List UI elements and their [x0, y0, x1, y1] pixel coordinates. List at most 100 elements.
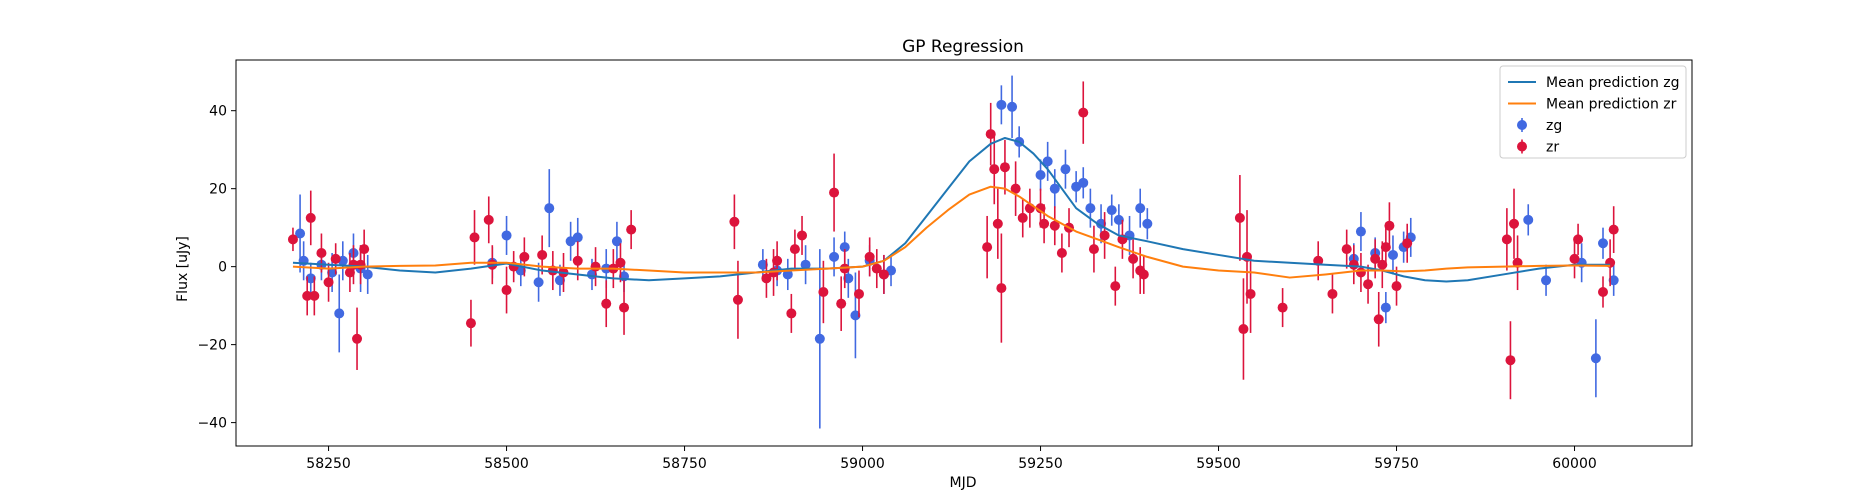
- legend-label: zg: [1546, 118, 1562, 134]
- x-tick-label: 58500: [484, 456, 529, 472]
- data-point: [814, 333, 825, 344]
- data-point: [853, 288, 864, 299]
- legend-label: Mean prediction zg: [1546, 75, 1680, 91]
- x-axis-label: MJD: [950, 475, 977, 491]
- data-point: [1380, 302, 1391, 313]
- data-point: [1327, 288, 1338, 299]
- data-point: [1142, 218, 1153, 229]
- data-point: [1049, 183, 1060, 194]
- data-point: [352, 333, 363, 344]
- data-point: [601, 298, 612, 309]
- data-point: [1035, 170, 1046, 181]
- data-point: [732, 294, 743, 305]
- data-point: [1608, 275, 1619, 286]
- legend-box: [1499, 65, 1687, 159]
- data-point: [1384, 220, 1395, 231]
- data-point: [1039, 218, 1050, 229]
- data-point: [1509, 218, 1520, 229]
- data-point: [1505, 355, 1516, 366]
- data-point: [878, 269, 889, 280]
- data-point: [501, 285, 512, 296]
- data-point: [1238, 324, 1249, 335]
- data-point: [1387, 249, 1398, 260]
- data-point: [818, 286, 829, 297]
- data-point: [843, 273, 854, 284]
- data-point: [839, 242, 850, 253]
- chart-title: GP Regression: [902, 37, 1024, 57]
- legend-label: zr: [1546, 140, 1559, 156]
- y-axis: −40 −20 0 20 40: [197, 104, 236, 432]
- data-point: [789, 244, 800, 255]
- data-point: [362, 269, 373, 280]
- data-point: [729, 216, 740, 227]
- data-point: [355, 259, 366, 270]
- data-point: [1110, 281, 1121, 292]
- data-point: [800, 259, 811, 270]
- data-point: [554, 275, 565, 286]
- data-point: [611, 236, 622, 247]
- data-point: [1370, 253, 1381, 264]
- data-point: [1590, 353, 1601, 364]
- data-point: [1523, 214, 1534, 225]
- data-point: [323, 277, 334, 288]
- data-point: [302, 290, 313, 301]
- data-point: [309, 290, 320, 301]
- data-point: [334, 308, 345, 319]
- data-point: [1128, 253, 1139, 264]
- data-point: [829, 187, 840, 198]
- data-point: [982, 242, 993, 253]
- data-point: [1608, 224, 1619, 235]
- legend-swatch-marker: [1517, 120, 1527, 130]
- data-point: [829, 251, 840, 262]
- data-point: [989, 164, 1000, 175]
- x-tick-label: 58750: [662, 456, 707, 472]
- y-tick-label: −40: [197, 416, 227, 432]
- data-point: [1106, 205, 1117, 216]
- data-point: [850, 310, 861, 321]
- series-zg: [295, 75, 1619, 429]
- data-point: [1135, 203, 1146, 214]
- data-point: [1341, 244, 1352, 255]
- y-tick-label: 40: [209, 104, 227, 120]
- data-point: [985, 129, 996, 140]
- data-point: [295, 228, 306, 239]
- data-point: [519, 251, 530, 262]
- data-point: [483, 214, 494, 225]
- x-tick-label: 59750: [1374, 456, 1419, 472]
- data-point: [1377, 259, 1388, 270]
- y-tick-label: 0: [218, 260, 227, 276]
- data-point: [797, 230, 808, 241]
- data-point: [836, 298, 847, 309]
- data-point: [1113, 214, 1124, 225]
- data-point: [1598, 238, 1609, 249]
- x-tick-label: 59250: [1018, 456, 1063, 472]
- x-axis: 58250 58500 58750 59000 59250 59500 59750 60000: [306, 446, 1597, 472]
- data-point: [1277, 302, 1288, 313]
- data-point: [316, 248, 327, 258]
- data-point: [572, 232, 583, 243]
- x-tick-label: 59000: [840, 456, 885, 472]
- data-point: [1569, 253, 1580, 264]
- data-point: [590, 261, 601, 272]
- data-point: [359, 244, 370, 255]
- data-point: [344, 267, 355, 278]
- data-point: [782, 269, 793, 280]
- data-point: [1078, 177, 1089, 188]
- data-point: [1363, 279, 1374, 290]
- data-point: [1380, 242, 1391, 253]
- data-point: [1010, 183, 1021, 194]
- data-point: [1355, 226, 1366, 237]
- data-point: [1035, 203, 1046, 214]
- data-point: [1598, 286, 1609, 297]
- data-point: [1085, 203, 1096, 214]
- data-point: [999, 162, 1010, 173]
- data-point: [1017, 212, 1028, 223]
- data-point: [327, 267, 338, 278]
- x-tick-label: 60000: [1552, 456, 1597, 472]
- data-point: [871, 263, 882, 274]
- data-point: [1078, 107, 1089, 118]
- data-point: [1060, 164, 1071, 175]
- y-tick-label: −20: [197, 338, 227, 354]
- data-point: [1501, 234, 1512, 245]
